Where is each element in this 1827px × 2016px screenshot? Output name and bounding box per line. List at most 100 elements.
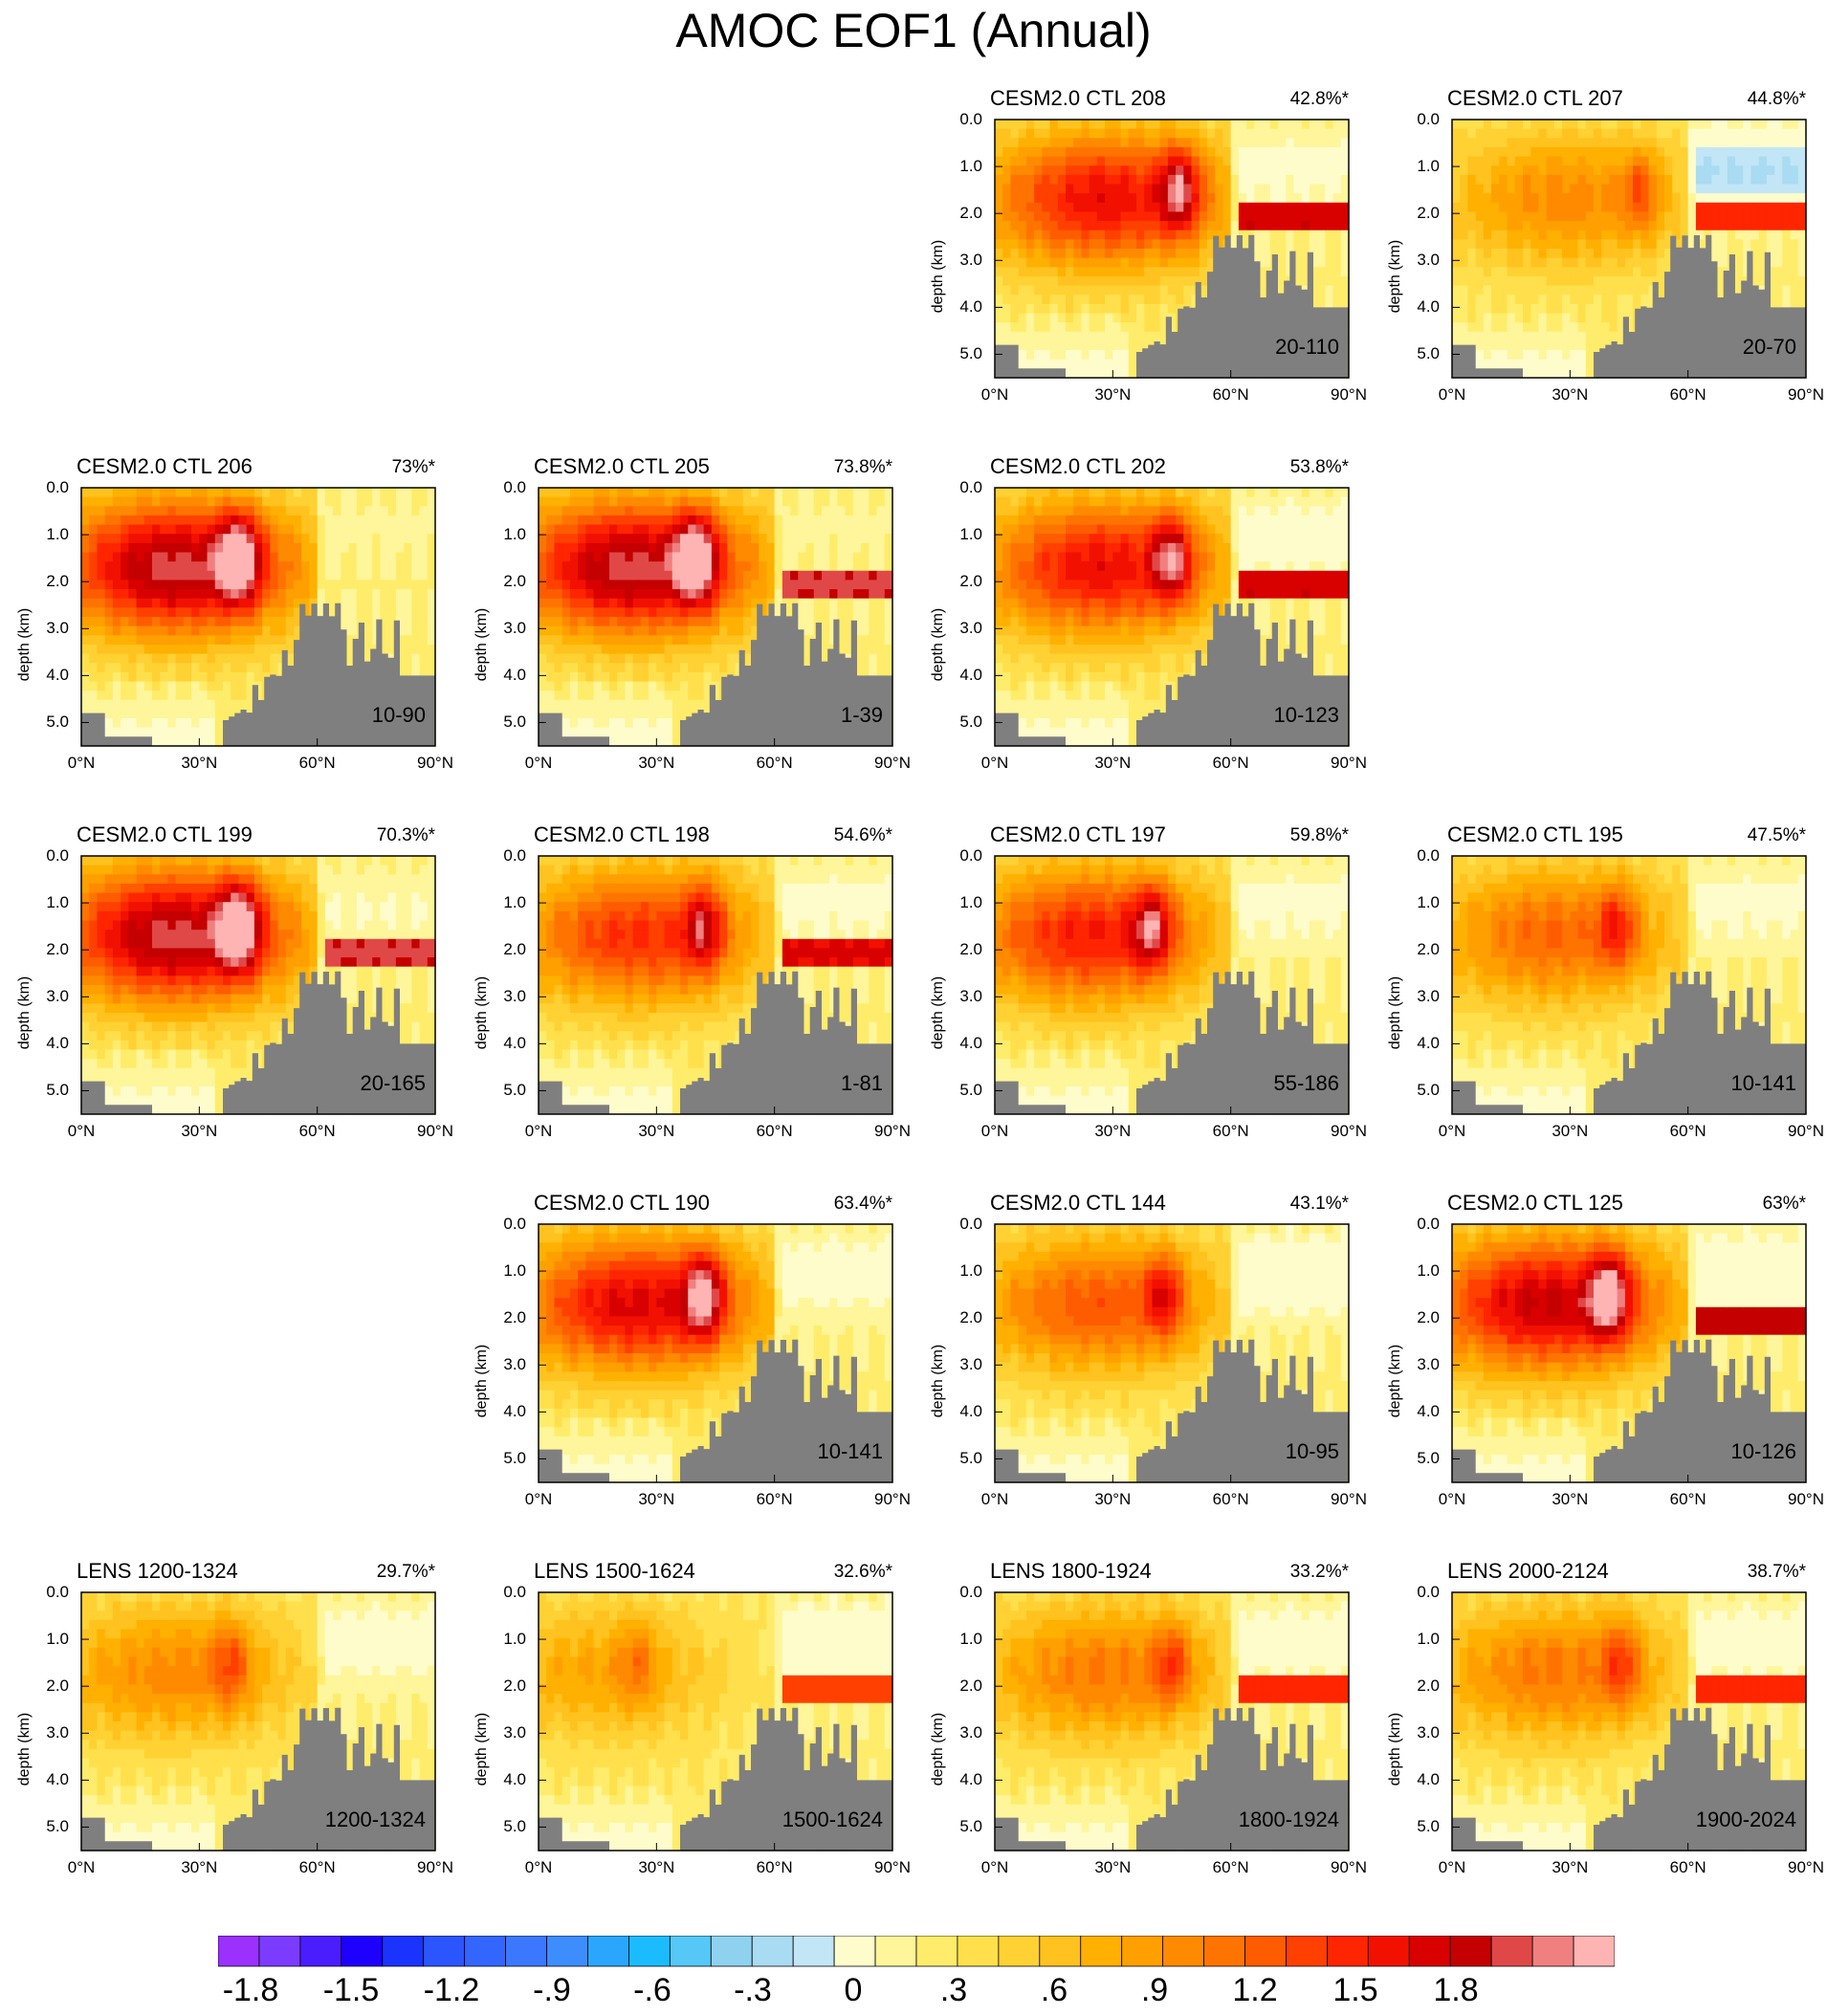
heatmap-cell [790,580,799,590]
heatmap-cell [1066,313,1074,323]
heatmap-cell [609,488,618,498]
heatmap-cell [427,598,436,608]
heatmap-cell [1034,165,1043,176]
heatmap-cell [128,607,138,618]
heatmap-cell [387,561,397,572]
heatmap-cell [664,506,673,516]
heatmap-cell [798,561,807,572]
heatmap-cell [1633,249,1641,259]
heatmap-cell [1159,146,1169,158]
heatmap-cell [89,598,99,608]
heatmap-cell [1057,257,1067,268]
heatmap-cell [727,663,737,673]
heatmap-cell [1727,193,1736,204]
heatmap-cell [1735,128,1744,139]
heatmap-cell [207,635,216,646]
heatmap-cell [1042,138,1051,148]
heatmap-cell [395,524,405,535]
heatmap-cell [829,561,839,572]
heatmap-cell [1790,165,1799,176]
heatmap-cell [829,580,839,590]
heatmap-cell [1758,221,1768,231]
heatmap-cell [1057,249,1067,259]
heatmap-cell [845,496,854,507]
heatmap-cell [309,561,319,572]
heatmap-cell [561,607,571,618]
heatmap-cell [1514,267,1524,277]
heatmap-cell [1230,184,1240,194]
heatmap-cell [617,671,627,683]
heatmap-cell [348,542,358,554]
heatmap-cell [995,120,1003,130]
heatmap-cell [1049,303,1059,315]
heatmap-cell [1672,156,1682,166]
heatmap-cell [664,570,673,581]
heatmap-cell [1230,193,1240,204]
heatmap-cell [1159,285,1169,296]
heatmap-cell [711,671,720,683]
heatmap-cell [253,589,263,600]
heatmap-cell [695,542,705,554]
heatmap-cell [1144,230,1154,240]
heatmap-cell [1317,202,1326,213]
heatmap-cell [1553,146,1563,158]
heatmap-cell [1594,184,1602,194]
heatmap-cell [1176,120,1184,130]
heatmap-cell [167,589,177,600]
heatmap-cell [1553,340,1563,351]
heatmap-cell [270,524,279,535]
heatmap-cell [554,690,563,701]
heatmap-cell [1640,138,1650,148]
heatmap-cell [1499,249,1508,259]
heatmap-cell [1136,303,1145,315]
heatmap-cell [1144,211,1154,222]
heatmap-cell [1491,156,1500,166]
heatmap-cell [1042,165,1051,176]
heatmap-cell [1207,202,1216,213]
heatmap-cell [356,542,365,554]
heatmap-cell [845,598,854,608]
heatmap-cell [1081,138,1090,148]
heatmap-cell [609,727,618,737]
heatmap-cell [632,653,642,664]
heatmap-cell [1672,128,1682,139]
heatmap-cell [1215,230,1224,240]
heatmap-cell [1293,275,1303,287]
heatmap-cell [680,515,689,526]
heatmap-cell [1452,331,1461,342]
heatmap-cell [1664,249,1673,259]
heatmap-cell [805,552,815,562]
heatmap-cell [1073,303,1083,315]
heatmap-cell [183,727,192,737]
heatmap-cell [632,534,642,544]
heatmap-cell [1042,174,1051,186]
heatmap-cell [585,718,595,729]
heatmap-cell [569,598,579,608]
heatmap-cell [364,644,373,655]
heatmap-cell [805,570,815,581]
heatmap-cell [1332,146,1342,158]
heatmap-cell [569,699,579,711]
heatmap-cell [294,625,302,636]
heatmap-cell [1230,120,1240,130]
heatmap-cell [539,699,547,711]
heatmap-cell [1530,322,1540,333]
heatmap-cell [160,709,169,719]
heatmap-cell [427,589,436,600]
x-tick-label: 60°N [1650,385,1727,405]
heatmap-cell [136,671,145,683]
heatmap-cell [1105,211,1113,222]
heatmap-cell [742,534,752,544]
heatmap-cell [1585,340,1595,351]
heatmap-cell [1301,275,1310,287]
heatmap-cell [1222,230,1232,240]
heatmap-cell [539,534,547,544]
heatmap-cell [1538,340,1548,351]
heatmap-cell [1144,184,1154,194]
land-mask [81,603,435,746]
heatmap-cell [1120,368,1130,379]
heatmap-cell [1656,174,1665,186]
heatmap-cell [680,534,689,544]
heatmap-cell [207,644,216,655]
heatmap-cell [1081,146,1090,158]
